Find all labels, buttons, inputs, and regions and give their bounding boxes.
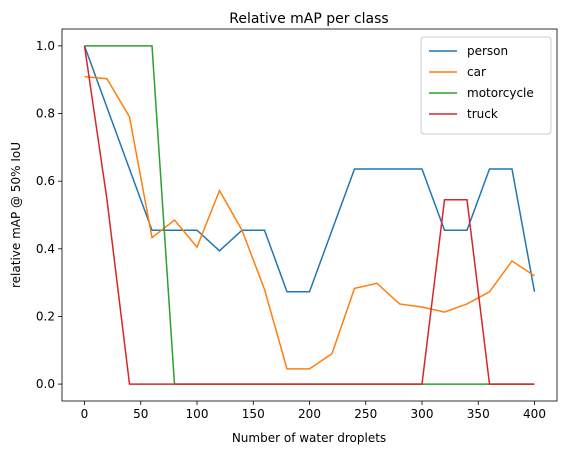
y-tick-label: 0.8 (36, 107, 55, 121)
x-tick-label: 100 (186, 407, 209, 421)
legend-label: car (467, 65, 486, 79)
series-line (83, 45, 536, 293)
legend-label: motorcycle (467, 86, 534, 100)
y-tick-label: 0.2 (36, 309, 55, 323)
y-tick-label: 1.0 (36, 39, 55, 53)
legend-label: truck (467, 107, 498, 121)
x-axis-label: Number of water droplets (232, 431, 386, 445)
x-tick-label: 200 (298, 407, 321, 421)
legend-box (420, 36, 552, 135)
y-tick-label: 0.4 (36, 242, 55, 256)
chart-title: Relative mAP per class (229, 11, 388, 27)
x-tick-label: 250 (354, 407, 377, 421)
y-tick-label: 0.6 (36, 174, 55, 188)
plot-frame (61, 28, 558, 402)
x-tick-label: 50 (133, 407, 148, 421)
legend-label: person (467, 44, 508, 58)
x-tick-label: 400 (523, 407, 546, 421)
series-line (84, 75, 535, 370)
y-axis-label: relative mAP @ 50% IoU (9, 142, 23, 288)
series-line (83, 45, 535, 385)
x-tick-label: 350 (467, 407, 490, 421)
y-tick-label: 0.0 (36, 377, 55, 391)
x-tick-label: 0 (81, 407, 89, 421)
x-tick-label: 150 (242, 407, 265, 421)
x-tick-label: 300 (411, 407, 434, 421)
